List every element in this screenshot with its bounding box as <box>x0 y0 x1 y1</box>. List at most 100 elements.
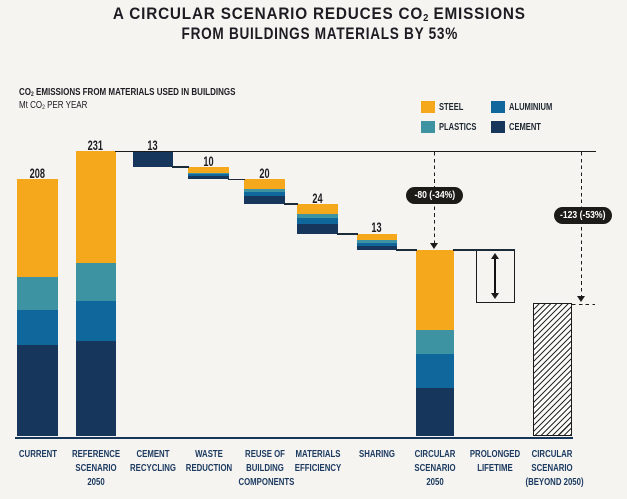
bar-value-reference-scenario-2050: 231 <box>66 138 126 153</box>
bar-segment-current-cement <box>17 345 58 437</box>
bar-label-line: CIRCULAR <box>414 448 456 460</box>
chart-unit-line: Mt CO2 PER YEAR <box>19 99 290 112</box>
subtitle-text-post: EMISSIONS FROM MATERIALS USED IN BUILDIN… <box>33 87 236 98</box>
page-title-line1-text: A CIRCULAR SCENARIO REDUCES CO2 EMISSION… <box>113 4 526 26</box>
bar-value-text: 10 <box>203 153 214 169</box>
bar-segment-current-steel <box>17 179 58 278</box>
bar-label-line: WASTE <box>194 448 223 460</box>
bar-label-line: SCENARIO <box>75 462 117 474</box>
connector-reuse-of-building-components-to-materials-efficiency <box>284 203 298 205</box>
bar-value-text: 208 <box>29 165 46 181</box>
bar-segment-circular-scenario-2050-aluminium <box>416 353 454 389</box>
bar-label-circular-scenario-beyond-2050: CIRCULAR SCENARIO (BEYOND 2050) <box>518 448 586 490</box>
legend-item-aluminium: ALUMINIUM <box>491 100 569 114</box>
annotation2-badge: -123 (-53%) <box>554 207 612 224</box>
bar-segment-circular-scenario-2050-steel <box>416 249 454 331</box>
bar-segment-waste-reduction-steel <box>188 167 229 173</box>
co2-subscript: 2 <box>31 91 34 99</box>
page-title: A CIRCULAR SCENARIO REDUCES CO2 EMISSION… <box>6 4 627 45</box>
chart-subtitle-line1: CO2 EMISSIONS FROM MATERIALS USED IN BUI… <box>19 86 290 99</box>
legend-label-plastics: PLASTICS <box>439 121 477 133</box>
bar-label-line: RECYCLING <box>130 462 176 474</box>
bar-label-line: COMPONENTS <box>237 476 294 488</box>
bar-segment-waste-reduction-aluminium <box>188 174 229 177</box>
bar-label-waste-reduction: WASTE REDUCTION <box>175 448 243 476</box>
bar-label-line: 2050 <box>87 476 105 488</box>
bar-segment-current-aluminium <box>17 310 58 346</box>
bar-label-line: REFERENCE <box>71 448 120 460</box>
bar-value-materials-efficiency: 24 <box>288 191 348 206</box>
bar-segment-waste-reduction-plastics <box>188 172 229 175</box>
bar-segment-circular-scenario-2050-plastics <box>416 330 454 354</box>
bar-segment-current-plastics <box>17 277 58 311</box>
bar-segment-reference-scenario-2050-cement <box>75 341 116 437</box>
page-title-line2-text: FROM BUILDINGS MATERIALS BY 53% <box>181 23 458 43</box>
legend-label-aluminium: ALUMINIUM <box>509 101 553 113</box>
bar-value-text: 13 <box>371 220 382 236</box>
bar-segment-sharing-cement <box>356 246 397 250</box>
bar-segment-cement-recycling-cement <box>133 151 173 168</box>
bar-segment-reuse-of-building-components-cement <box>244 196 285 205</box>
legend-swatch-cement <box>491 120 505 134</box>
bar-label-line: MATERIALS <box>295 448 340 460</box>
bar-label-circular-scenario-2050: CIRCULAR SCENARIO 2050 <box>401 448 469 490</box>
bar-label-reference-scenario-2050: REFERENCE SCENARIO 2050 <box>62 448 130 490</box>
connector-circular-to-prolonged <box>452 249 515 251</box>
page-title-line2: FROM BUILDINGS MATERIALS BY 53% <box>6 24 627 44</box>
bar-segment-materials-efficiency-steel <box>297 204 338 214</box>
annotation1-badge-text: -80 (-34%) <box>414 189 456 201</box>
bar-label-line: SHARING <box>358 448 395 460</box>
bar-segment-reference-scenario-2050-steel <box>75 151 116 264</box>
page-title-line1: A CIRCULAR SCENARIO REDUCES CO2 EMISSION… <box>6 4 627 24</box>
bar-value-sharing: 13 <box>347 221 407 235</box>
bar-label-current: CURRENT <box>4 448 72 462</box>
unit-text-post: PER YEAR <box>44 100 88 111</box>
chart-subtitle: CO2 EMISSIONS FROM MATERIALS USED IN BUI… <box>19 86 290 112</box>
bar-value-current: 208 <box>8 165 68 181</box>
bar-value-text: 20 <box>259 165 270 181</box>
co2-subscript: 2 <box>42 104 45 112</box>
title-text-pre: A CIRCULAR SCENARIO REDUCES CO <box>113 3 424 23</box>
bar-segment-reuse-of-building-components-aluminium <box>244 192 285 197</box>
title-text-post: EMISSIONS <box>428 3 526 23</box>
bar-label-line: CURRENT <box>18 448 57 460</box>
legend-item-cement: CEMENT <box>491 120 553 134</box>
bar-segment-materials-efficiency-cement <box>297 223 338 234</box>
legend-label-cement: CEMENT <box>509 121 541 133</box>
bar-label-prolonged-lifetime: PROLONGED LIFETIME <box>461 448 529 476</box>
bar-label-materials-efficiency: MATERIALS EFFICIENCY <box>284 448 352 476</box>
bar-value-cement-recycling: 13 <box>123 138 183 153</box>
bar-label-line: CIRCULAR <box>531 448 573 460</box>
bar-label-line: CEMENT <box>136 448 170 460</box>
annotation2-level-dash <box>572 303 595 305</box>
annotation2-badge-text: -123 (-53%) <box>560 209 606 221</box>
subtitle-text-pre: CO <box>19 87 31 98</box>
bar-segment-reference-scenario-2050-aluminium <box>75 300 116 342</box>
hatched-bar-circular-scenario-beyond-2050 <box>532 303 572 437</box>
bar-label-line: BUILDING <box>245 462 284 474</box>
legend-swatch-aluminium <box>491 100 505 114</box>
co2-subscript: 2 <box>423 11 429 24</box>
bar-label-line: 2050 <box>426 476 444 488</box>
bar-label-reuse-of-building-components: REUSE OF BUILDING COMPONENTS <box>231 448 299 490</box>
unit-text-pre: Mt CO <box>19 100 43 111</box>
bar-value-reuse-of-building-components: 20 <box>235 165 295 181</box>
annotation2-arrowhead <box>577 296 585 303</box>
bar-label-line: REUSE OF <box>244 448 285 460</box>
bar-label-sharing: SHARING <box>343 448 411 462</box>
bar-label-line: EFFICIENCY <box>294 462 341 474</box>
legend-swatch-plastics <box>421 120 435 134</box>
connector-cement-recycling-to-waste-reduction <box>172 166 189 168</box>
annotation2-dashed-line <box>581 152 583 297</box>
bar-segment-sharing-steel <box>356 233 397 240</box>
bar-segment-reference-scenario-2050-plastics <box>75 263 116 301</box>
reference-level-line <box>115 150 596 152</box>
bar-segment-circular-scenario-2050-cement <box>416 388 454 437</box>
bar-value-waste-reduction: 10 <box>179 153 239 169</box>
bar-segment-waste-reduction-cement <box>188 176 229 180</box>
bar-label-line: REDUCTION <box>185 462 232 474</box>
bar-label-line: LIFETIME <box>477 462 513 474</box>
chart-subtitle-line1-text: CO2 EMISSIONS FROM MATERIALS USED IN BUI… <box>19 86 235 100</box>
chart-unit-line-text: Mt CO2 PER YEAR <box>19 99 87 113</box>
connector-waste-reduction-to-reuse-of-building-components <box>228 178 245 181</box>
